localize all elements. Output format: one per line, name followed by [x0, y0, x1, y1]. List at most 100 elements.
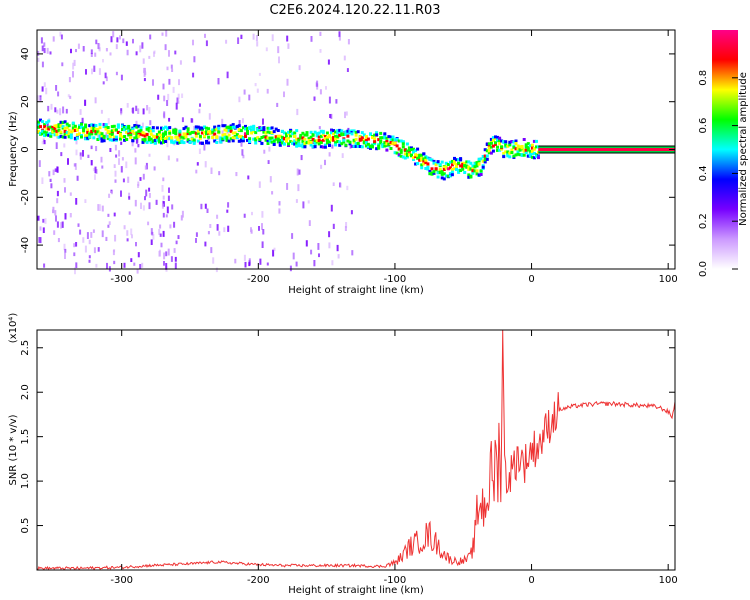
spectrogram-ridge-cell	[285, 132, 288, 136]
spectrogram-ridge-cell	[49, 125, 53, 129]
spectrogram-ridge-cell	[168, 126, 172, 130]
spectrogram-ridge-cell	[293, 142, 297, 146]
spectrogram-ridge-cell	[51, 128, 55, 131]
spectrogram-ridge-cell	[295, 129, 299, 133]
spectrogram-ridge-cell	[262, 130, 266, 134]
spectrogram-ridge-cell	[207, 130, 211, 134]
spectrogram-noise-cell	[98, 47, 101, 52]
spectrogram-ridge-cell	[176, 141, 180, 145]
spectrogram-noise-cell	[312, 140, 315, 144]
spectrogram-ridge-cell	[186, 130, 190, 134]
spectrogram-ridge-cell	[221, 133, 225, 137]
snr-frame	[36, 329, 676, 571]
spectrogram-ridge-cell	[313, 142, 317, 145]
spectrogram-noise-cell	[150, 228, 153, 235]
spectrogram-noise-cell	[241, 149, 244, 156]
spectrogram-ridge-cell	[473, 169, 477, 173]
spectrogram-ridge-cell	[67, 124, 71, 128]
spectrogram-ridge-cell	[229, 126, 233, 129]
spectrogram-noise-cell	[44, 218, 47, 224]
spectrogram-ridge-cell	[123, 128, 127, 132]
spectrogram-noise-cell	[64, 213, 67, 220]
spectrogram-ridge-cell	[489, 137, 493, 141]
spectrogram-ridge-cell	[196, 139, 200, 143]
spectrogram-noise-cell	[269, 176, 272, 183]
spectrogram-ridge-cell	[116, 131, 120, 134]
spectrogram-ridge-cell	[532, 139, 536, 143]
spectrogram-ridge-cell	[471, 171, 475, 175]
spectrogram-ridge-cell	[301, 139, 305, 143]
spectrogram-ridge-cell	[426, 162, 430, 166]
spectrogram-noise-cell	[332, 223, 335, 229]
spectrogram-xtick-label: -100	[384, 274, 407, 285]
spectrogram-noise-cell	[163, 252, 166, 260]
spectrogram-ridge-cell	[446, 163, 450, 166]
spectrogram-noise-cell	[181, 117, 184, 123]
spectrogram-ridge-cell	[49, 134, 53, 138]
spectrogram-ridge-cell	[352, 129, 356, 133]
spectrogram-ridge-cell	[92, 136, 96, 140]
spectrogram-ridge-cell	[192, 138, 196, 142]
spectrogram-noise-cell	[307, 200, 310, 204]
spectrogram-ridge-cell	[360, 145, 364, 149]
spectrogram-ridge-cell	[149, 129, 153, 133]
spectrogram-ridge-cell	[502, 151, 506, 155]
spectrogram-ridge-cell	[92, 129, 96, 133]
spectrogram-ridge-cell	[170, 139, 174, 143]
spectrogram-ridge-cell	[221, 137, 225, 141]
spectrogram-ridge-cell	[338, 140, 342, 144]
spectrogram-ridge-cell	[479, 173, 483, 176]
spectrogram-ridge-cell	[373, 139, 377, 143]
spectrogram-noise-cell	[286, 78, 289, 86]
spectrogram-noise-cell	[174, 50, 177, 55]
spectrogram-noise-cell	[166, 206, 169, 214]
spectrogram-ridge-cell	[299, 144, 303, 148]
spectrogram-ridge-cell	[401, 142, 405, 146]
spectrogram-ridge-cell	[112, 124, 116, 128]
spectrogram-ridge-cell	[88, 135, 92, 139]
spectrogram-noise-cell	[104, 72, 107, 79]
spectrogram-noise-cell	[59, 108, 62, 116]
spectrogram-ridge-cell	[444, 165, 448, 169]
spectrogram-ridge-cell	[143, 139, 147, 143]
spectrogram-ridge-cell	[53, 129, 57, 132]
spectrogram-ridge-cell	[162, 132, 165, 136]
spectrogram-ridge-cell	[180, 140, 184, 144]
spectrogram-ridge-cell	[174, 129, 178, 132]
spectrogram-ridge-cell	[73, 126, 77, 130]
spectrogram-noise-cell	[163, 95, 166, 102]
spectrogram-ridge-cell	[424, 158, 428, 162]
spectrogram-ridge-cell	[524, 143, 528, 147]
spectrogram-noise-cell	[64, 252, 66, 259]
spectrogram-ridge-cell	[287, 132, 290, 136]
spectrogram-ridge-cell	[311, 133, 315, 137]
spectrogram-ridge-cell	[147, 138, 151, 142]
spectrogram-ridge-cell	[532, 151, 536, 155]
spectrogram-ridge-cell	[145, 126, 149, 130]
spectrogram-ridge-cell	[416, 156, 420, 160]
spectrogram-noise-cell	[128, 192, 131, 198]
spectrogram-ridge-cell	[494, 142, 497, 146]
snr-xtick-label: -300	[110, 575, 133, 586]
spectrogram-ridge-cell	[244, 132, 247, 136]
spectrogram-ridge-cell	[227, 125, 231, 129]
spectrogram-ridge-cell	[514, 142, 518, 145]
spectrogram-ridge-cell	[295, 137, 299, 141]
spectrogram-ridge-cell	[315, 134, 319, 138]
spectrogram-ridge-cell	[96, 138, 100, 141]
spectrogram-noise-cell	[192, 72, 195, 78]
spectrogram-ridge-cell	[420, 166, 424, 170]
spectrogram-ridge-cell	[147, 136, 151, 139]
spectrogram-ridge-cell	[473, 165, 477, 169]
spectrogram-ridge-cell	[405, 153, 409, 157]
spectrogram-noise-cell	[218, 231, 221, 236]
spectrogram-noise-cell	[325, 86, 327, 90]
spectrogram-noise-cell	[162, 230, 165, 237]
spectrogram-ridge-cell	[358, 145, 362, 148]
spectrogram-ridge-cell	[151, 134, 155, 138]
spectrogram-noise-cell	[52, 206, 55, 214]
spectrogram-noise-cell	[75, 242, 78, 247]
spectrogram-ridge-cell	[401, 145, 405, 149]
spectrogram-noise-cell	[265, 47, 268, 52]
spectrogram-noise-cell	[56, 109, 59, 114]
